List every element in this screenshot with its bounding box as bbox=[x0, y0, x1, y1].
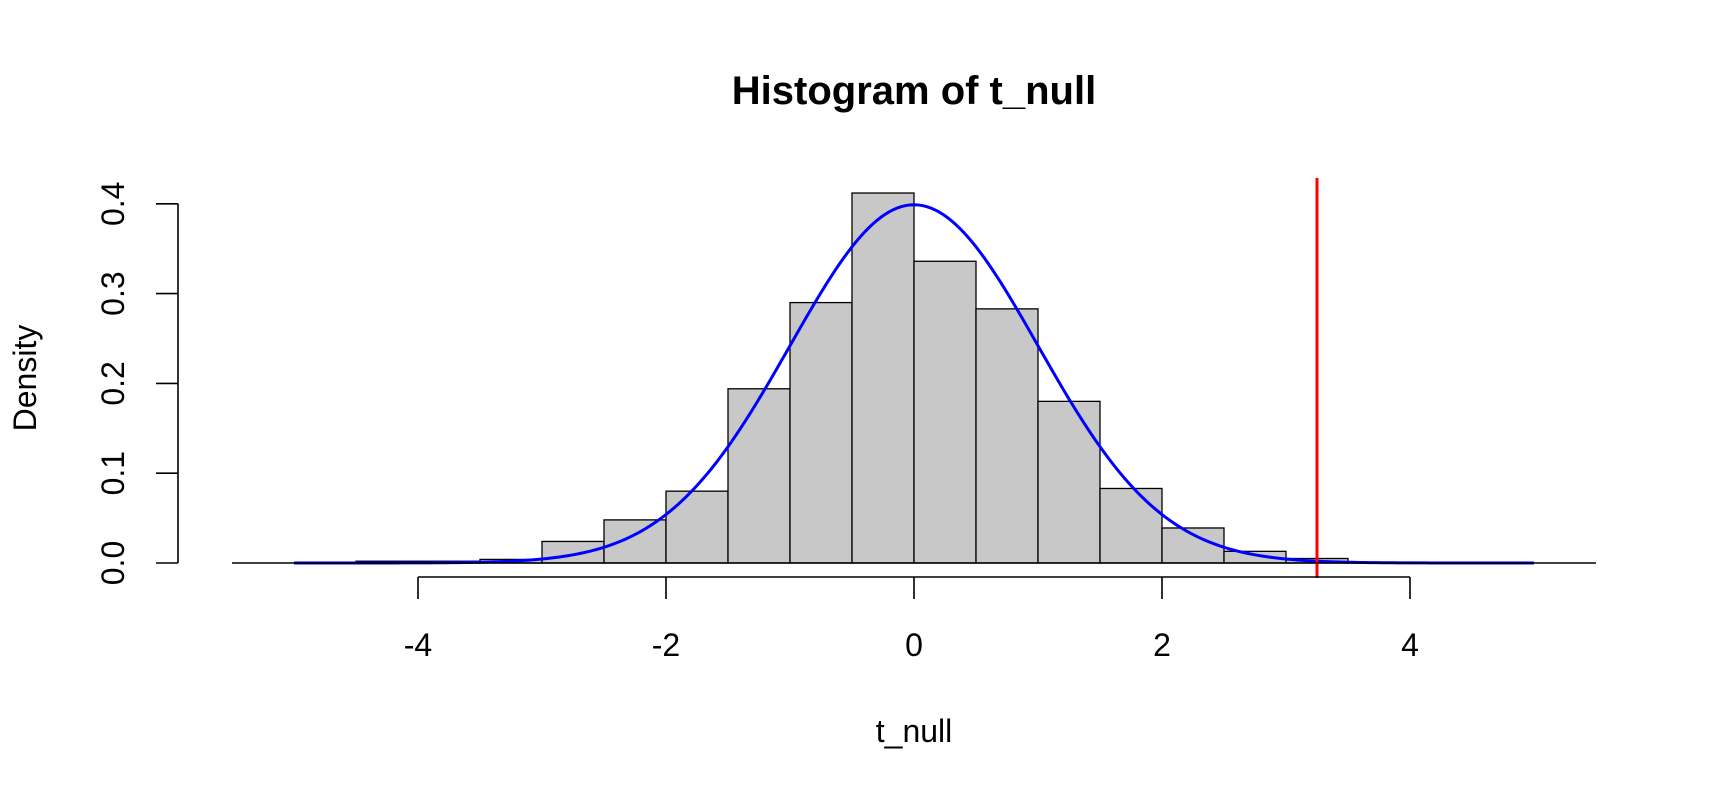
histogram-bar bbox=[851, 192, 915, 564]
histogram-bar bbox=[727, 388, 791, 564]
histogram-bars bbox=[355, 192, 1411, 564]
x-tick-label: -4 bbox=[404, 627, 432, 663]
x-axis-label: t_null bbox=[876, 713, 953, 749]
histogram-bar bbox=[541, 540, 605, 564]
histogram-bar bbox=[1099, 487, 1163, 564]
y-tick-label: 0.0 bbox=[95, 541, 131, 585]
histogram-bar bbox=[975, 308, 1039, 564]
y-tick-label: 0.3 bbox=[95, 271, 131, 315]
y-tick-label: 0.2 bbox=[95, 361, 131, 405]
x-tick-label: 2 bbox=[1153, 627, 1171, 663]
histogram-bar bbox=[913, 260, 977, 564]
x-tick-label: 4 bbox=[1401, 627, 1419, 663]
y-tick-label: 0.4 bbox=[95, 182, 131, 226]
histogram-bar bbox=[665, 490, 729, 564]
histogram-bar bbox=[789, 301, 853, 564]
histogram-bar bbox=[603, 519, 667, 564]
y-axis: 0.0 0.1 0.2 0.3 0.4 bbox=[95, 182, 1596, 585]
normal-density-curve bbox=[294, 203, 1534, 565]
y-axis-label: Density bbox=[7, 325, 43, 432]
chart-title: Histogram of t_null bbox=[732, 69, 1096, 113]
x-tick-label: 0 bbox=[905, 627, 923, 663]
x-tick-label: -2 bbox=[652, 627, 680, 663]
y-tick-label: 0.1 bbox=[95, 451, 131, 495]
x-axis: -4 -2 0 2 4 bbox=[404, 576, 1419, 663]
histogram-bar bbox=[1037, 400, 1101, 564]
